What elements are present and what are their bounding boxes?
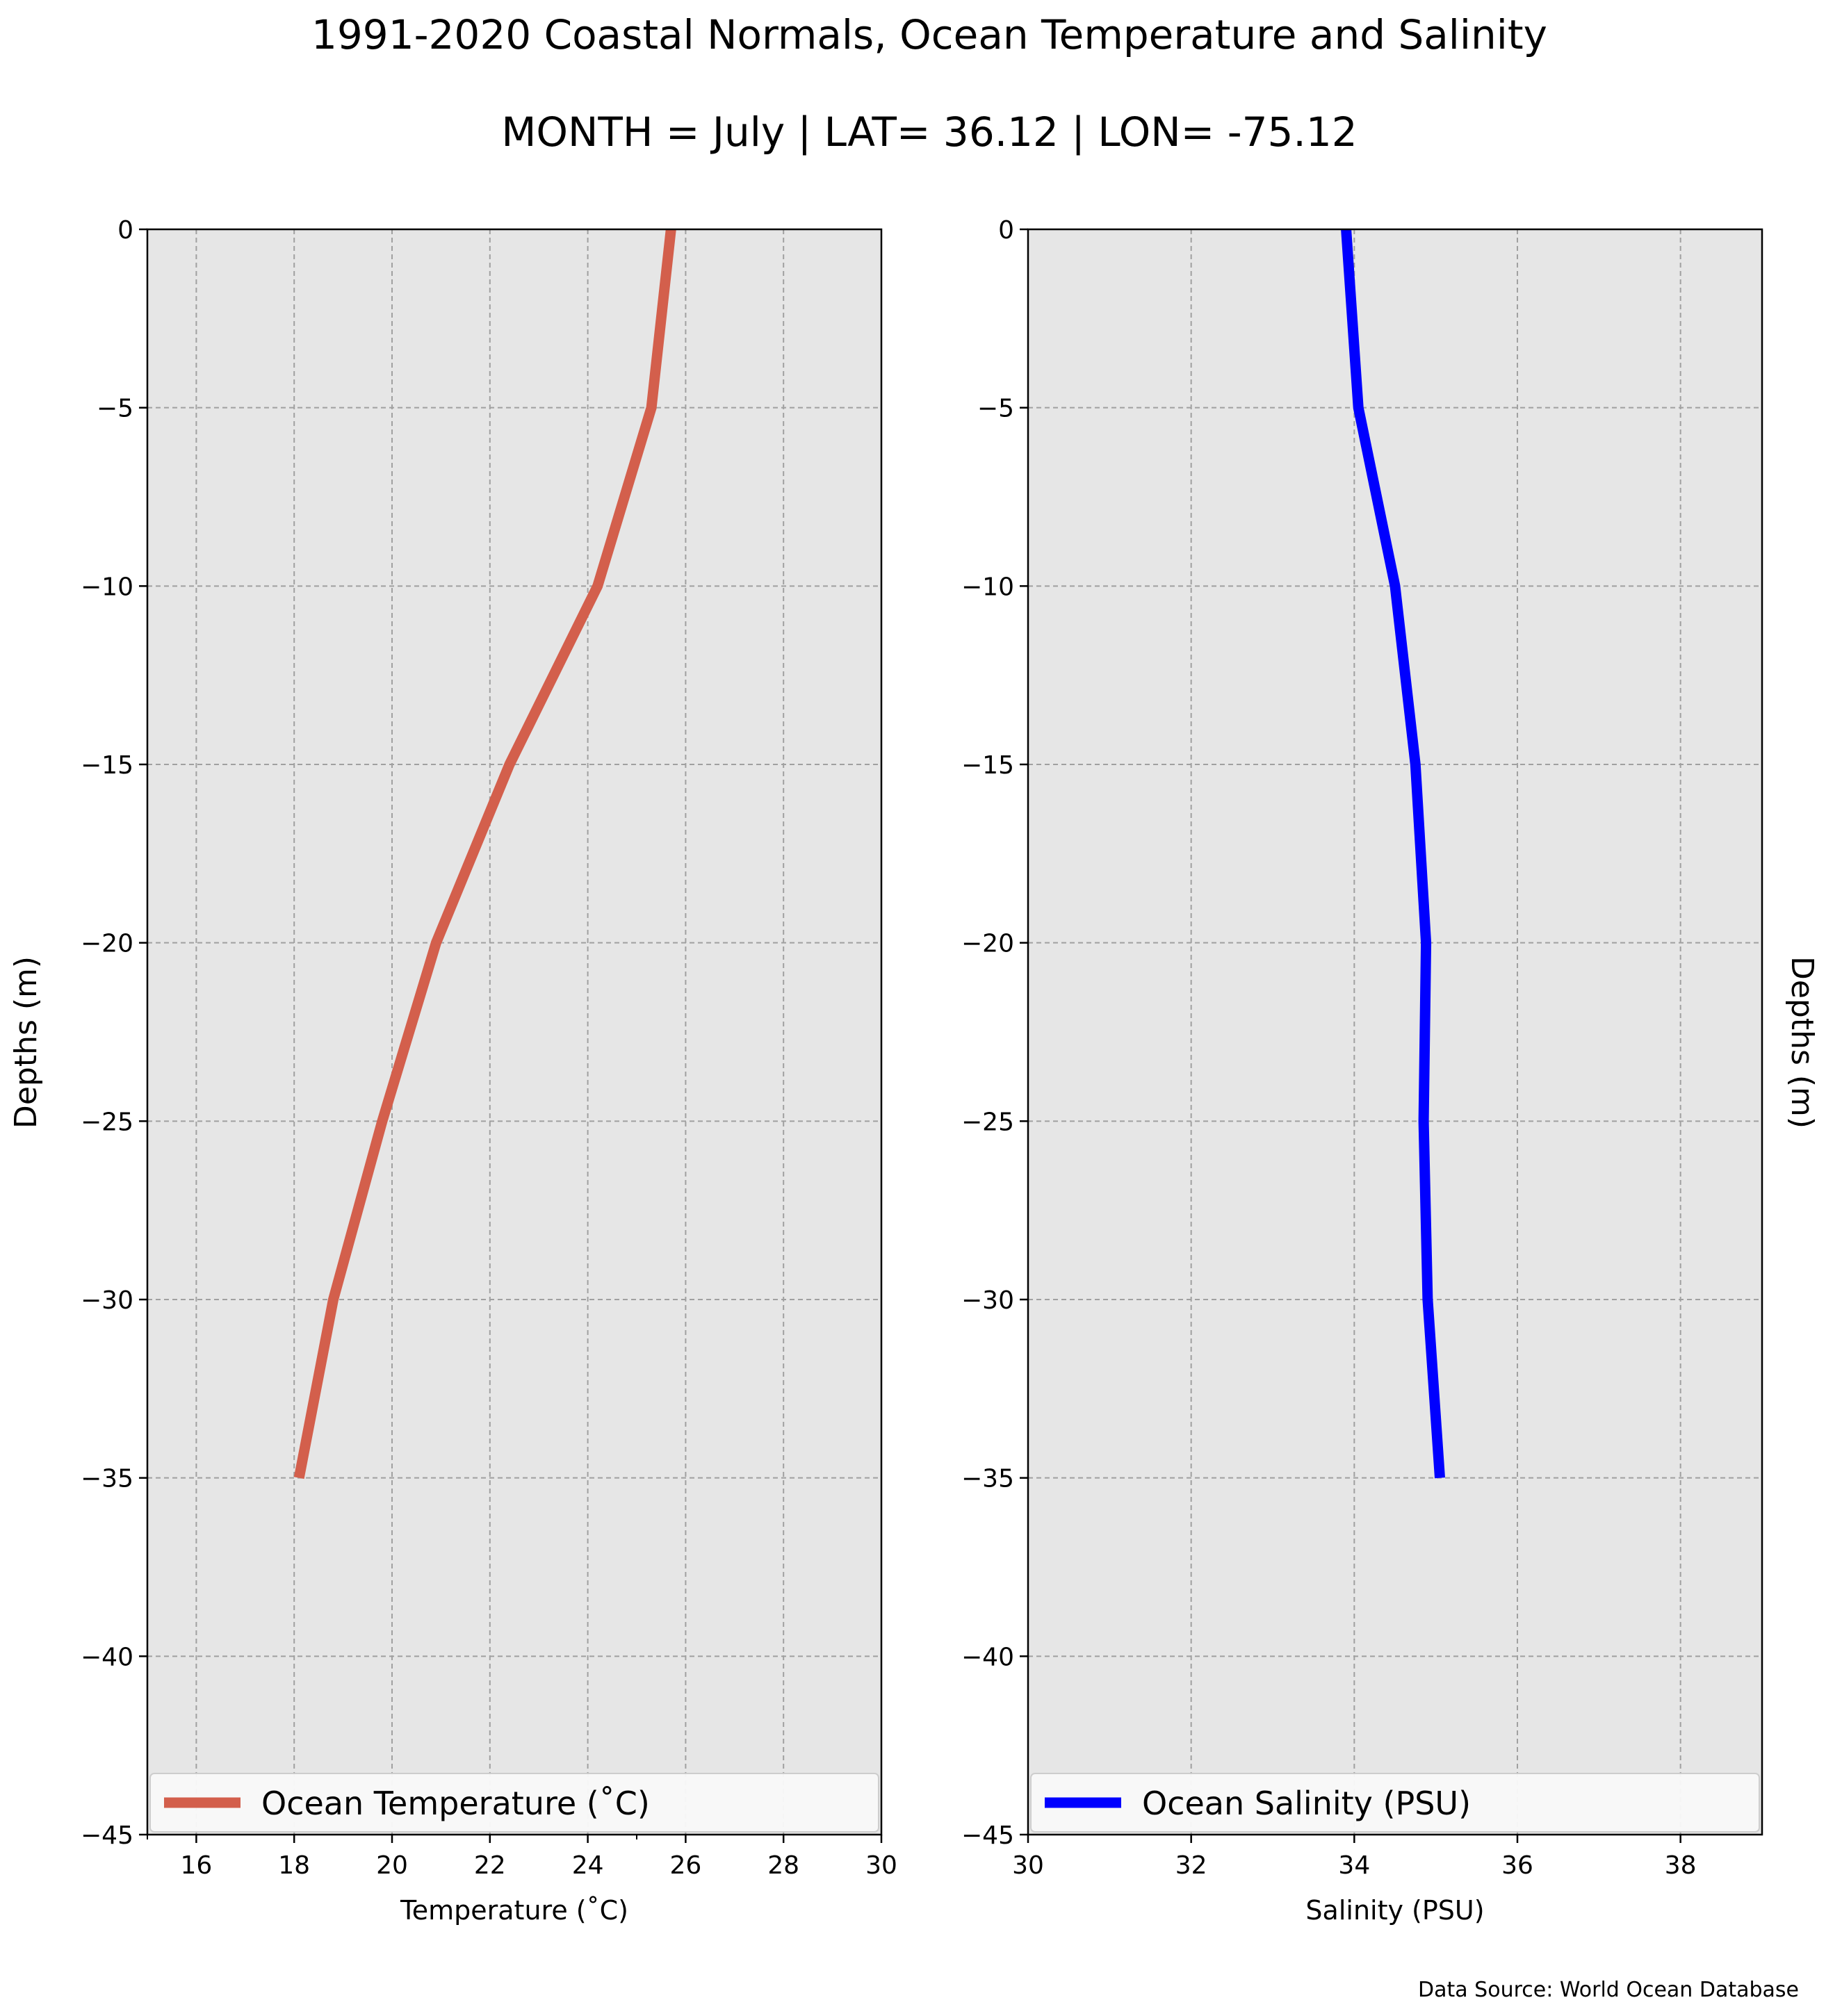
y-tick-label: −30	[81, 1286, 133, 1315]
x-axis-label: Salinity (PSU)	[1305, 1895, 1484, 1926]
axes-frame	[146, 228, 883, 1836]
legend-box	[1030, 1773, 1760, 1833]
y-tick-label: −45	[961, 1821, 1014, 1850]
y-tick-label: −35	[81, 1465, 133, 1493]
y-tick-label: 0	[998, 216, 1014, 245]
figure-title: 1991-2020 Coastal Normals, Ocean Tempera…	[311, 11, 1547, 58]
y-tick-label: −20	[81, 930, 133, 958]
x-tick-label: 16	[180, 1851, 212, 1880]
x-tick-label: 24	[572, 1851, 604, 1880]
x-axis-label: Temperature (˚C)	[400, 1895, 628, 1926]
y-axis-label: Depths (m)	[8, 956, 44, 1129]
y-tick-label: −10	[961, 573, 1014, 601]
y-axis-label-right: Depths (m)	[1784, 956, 1820, 1129]
x-tick-label: 36	[1501, 1851, 1533, 1880]
series-line	[293, 229, 676, 1480]
x-tick-label: 28	[767, 1851, 799, 1880]
x-tick-label: 26	[669, 1851, 701, 1880]
y-tick-label: −30	[961, 1286, 1014, 1315]
y-tick-label: −20	[961, 930, 1014, 958]
legend-label: Ocean Salinity (PSU)	[1142, 1785, 1471, 1822]
y-tick-label: 0	[117, 216, 133, 245]
temperature-chart: Ocean Temperature (˚C) 16 18 20 22 24 26 28 30 0 −…	[8, 216, 897, 1926]
x-tick-label: 18	[278, 1851, 310, 1880]
y-tick-label: −5	[977, 395, 1014, 423]
y-tick-label: −35	[961, 1465, 1014, 1493]
y-tick-label: −25	[81, 1108, 133, 1136]
plot-area	[147, 229, 881, 1835]
figure-subtitle: MONTH = July | LAT= 36.12 | LON= -75.12	[501, 108, 1357, 156]
x-tick-label: 30	[1012, 1851, 1044, 1880]
y-tick-label: −45	[81, 1821, 133, 1850]
x-tick-label: 30	[865, 1851, 897, 1880]
plot-area	[1028, 229, 1762, 1835]
x-tick-label: 22	[474, 1851, 506, 1880]
x-tick-label: 38	[1665, 1851, 1697, 1880]
y-tick-label: −15	[961, 751, 1014, 780]
axes-frame	[1027, 228, 1763, 1836]
legend-box	[149, 1773, 879, 1833]
y-tick-label: −10	[81, 573, 133, 601]
x-tick-label: 32	[1175, 1851, 1207, 1880]
x-tick-label: 34	[1338, 1851, 1370, 1880]
series-line	[1341, 229, 1445, 1479]
salinity-chart: Ocean Salinity (PSU) 30 32 34 36 38 0 −5 −10 −15 −…	[961, 216, 1820, 1926]
y-tick-label: −15	[81, 751, 133, 780]
y-tick-label: −40	[81, 1643, 133, 1671]
x-tick-label: 20	[376, 1851, 408, 1880]
y-tick-label: −25	[961, 1108, 1014, 1136]
y-tick-label: −5	[97, 395, 133, 423]
y-tick-label: −40	[961, 1643, 1014, 1671]
data-source-note: Data Source: World Ocean Database	[1418, 1978, 1799, 2002]
legend-label: Ocean Temperature (˚C)	[261, 1785, 650, 1822]
